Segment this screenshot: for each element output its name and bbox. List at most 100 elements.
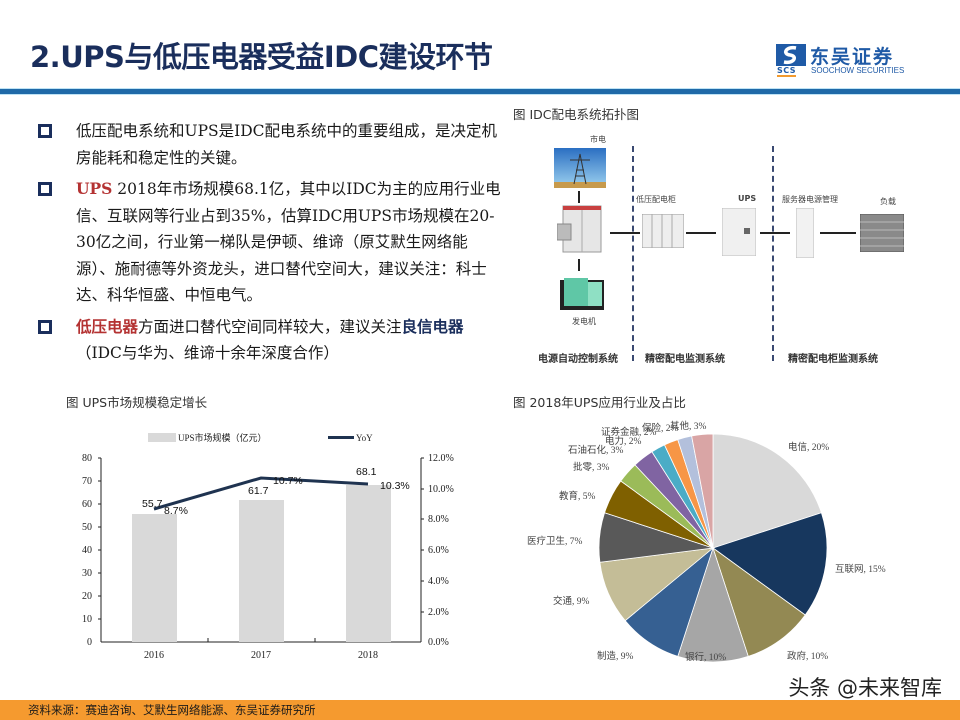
- logo-name-en: SOOCHOW SECURITIES: [811, 66, 905, 75]
- slice-label: 政府, 10%: [787, 650, 828, 662]
- bullet-text: 低压配电系统和UPS是IDC配电系统中的重要组成，是决定机房能耗和稳定性的关键。: [76, 122, 498, 167]
- y2-tick: 0.0%: [428, 637, 449, 648]
- node-label-load: 负载: [880, 197, 896, 206]
- bullet-emphasis: 良信电器: [401, 316, 464, 336]
- bar-2018: [346, 485, 391, 642]
- topology-diagram: 市电 发电机 低压配电柜 UPS 服务器电源管理 负载 电源自动控制系统: [520, 128, 940, 378]
- pie-slice: [712, 433, 822, 549]
- bar-label: 55.7: [142, 498, 163, 510]
- x-tick: 2016: [144, 650, 164, 661]
- watermark: 头条 @未来智库: [788, 676, 942, 700]
- slice-label: 石油石化, 3%: [568, 444, 624, 456]
- slice-label: 批零, 3%: [573, 461, 610, 473]
- y2-tick: 2.0%: [428, 607, 449, 618]
- connector: [610, 232, 640, 234]
- system-label: 精密配电柜监测系统: [788, 354, 878, 365]
- yoy-line: [153, 476, 369, 511]
- system-label: 精密配电监测系统: [645, 354, 725, 365]
- slice-label: 电信, 20%: [788, 441, 829, 453]
- connector: [760, 232, 790, 234]
- bullet-tail: （IDC与华为、维谛十余年深度合作）: [76, 344, 339, 362]
- bar-2017: [239, 500, 284, 642]
- company-logo: SCS 东吴证券 SOOCHOW SECURITIES: [776, 44, 926, 78]
- server-power-icon: [796, 208, 814, 258]
- bullet-text: 2018年市场规模68.1亿，其中以IDC为主的应用行业电信、互联网等行业占到3…: [76, 180, 501, 304]
- slice-label: 其他, 3%: [670, 420, 707, 432]
- square-bullet-icon: [38, 319, 52, 334]
- connector: [578, 259, 580, 271]
- server-rack-icon: [860, 214, 904, 252]
- pie-slice: [691, 433, 714, 549]
- y2-tick: 8.0%: [428, 514, 449, 525]
- legend-swatch-bar: [148, 433, 176, 442]
- section-divider: [772, 146, 774, 361]
- x-tick: 2018: [358, 650, 378, 661]
- logo-name-cn: 东吴证券: [810, 46, 895, 68]
- bar-label: 61.7: [248, 485, 269, 497]
- slice-label: 交通, 9%: [553, 595, 590, 607]
- bullet-list: 低压配电系统和UPS是IDC配电系统中的重要组成，是决定机房能耗和稳定性的关键。…: [36, 118, 506, 372]
- slice-label: 证券金融, 2%: [601, 426, 657, 438]
- node-label-server-power: 服务器电源管理: [782, 195, 838, 204]
- y2-tick: 6.0%: [428, 545, 449, 556]
- y-tick: 0: [87, 637, 92, 648]
- connector: [820, 232, 856, 234]
- node-label-lv-cabinet: 低压配电柜: [636, 195, 676, 204]
- generator-icon: [560, 278, 604, 310]
- page-title: 2.UPS与低压电器受益IDC建设环节: [30, 40, 493, 74]
- slice-label: 制造, 9%: [597, 650, 634, 662]
- bullet-highlight: 低压电器: [76, 316, 139, 336]
- bullet-item: 低压电器方面进口替代空间同样较大，建议关注良信电器 （IDC与华为、维谛十余年深度…: [36, 314, 506, 367]
- y-tick: 70: [82, 476, 92, 487]
- bullet-text: 方面进口替代空间同样较大，建议关注: [138, 317, 402, 336]
- y2-tick: 10.0%: [428, 484, 454, 495]
- logo-abbr: SCS: [777, 66, 797, 77]
- pie-slices: [598, 433, 828, 663]
- node-label-grid: 市电: [590, 135, 606, 144]
- slice-label: 互联网, 15%: [835, 564, 886, 575]
- square-bullet-icon: [38, 124, 52, 138]
- y2-tick: 12.0%: [428, 453, 454, 464]
- bar-chart-caption: 图 UPS市场规模稳定增长: [66, 395, 208, 410]
- y-tick: 60: [82, 499, 92, 510]
- x-tick: 2017: [251, 650, 271, 661]
- source-footer: 资料来源：赛迪咨询、艾默生网络能源、东吴证券研究所: [0, 700, 960, 720]
- connector: [686, 232, 716, 234]
- y-tick: 40: [82, 545, 92, 556]
- line-label: 10.3%: [380, 480, 410, 492]
- bar-2016: [132, 514, 177, 642]
- slice-label: 电力, 2%: [605, 435, 642, 447]
- line-label: 10.7%: [273, 475, 303, 487]
- y2-tick: 4.0%: [428, 576, 449, 587]
- y-tick: 30: [82, 568, 92, 579]
- node-label-generator: 发电机: [572, 317, 596, 326]
- slice-label: 保险, 2%: [642, 422, 679, 434]
- system-label: 电源自动控制系统: [538, 354, 618, 365]
- connector: [578, 191, 580, 203]
- pie-slice: [677, 546, 749, 663]
- logo-mark-icon: [776, 44, 806, 66]
- node-label-ups: UPS: [738, 194, 757, 203]
- legend-swatch-line: [328, 436, 354, 439]
- source-text: 资料来源：赛迪咨询、艾默生网络能源、东吴证券研究所: [28, 703, 316, 717]
- ups-icon: [722, 208, 756, 256]
- power-grid-icon: [554, 148, 606, 188]
- lv-cabinet-icon: [642, 214, 684, 248]
- switchgear-icon: [557, 205, 602, 253]
- header-divider: [0, 89, 960, 94]
- topology-caption: 图 IDC配电系统拓扑图: [513, 107, 640, 122]
- y-tick: 10: [82, 614, 92, 625]
- y-tick: 20: [82, 591, 92, 602]
- y-tick: 80: [82, 453, 92, 464]
- legend-label-line: YoY: [356, 433, 373, 443]
- ups-industry-pie: 电信, 20% 互联网, 15% 政府, 10% 银行, 10% 制造, 9% …: [527, 420, 886, 663]
- y-tick: 50: [82, 522, 92, 533]
- square-bullet-icon: [38, 182, 52, 196]
- ups-market-chart: UPS市场规模（亿元） YoY 0 10 20 30 40 50 60 70 8…: [82, 432, 454, 661]
- slice-label: 银行, 10%: [685, 651, 726, 663]
- legend-label-bar: UPS市场规模（亿元）: [178, 432, 267, 443]
- bullet-highlight: UPS: [76, 179, 113, 198]
- bar-label: 68.1: [356, 466, 377, 478]
- pie-slice: [712, 512, 828, 616]
- bullet-item: 低压配电系统和UPS是IDC配电系统中的重要组成，是决定机房能耗和稳定性的关键。: [36, 118, 506, 171]
